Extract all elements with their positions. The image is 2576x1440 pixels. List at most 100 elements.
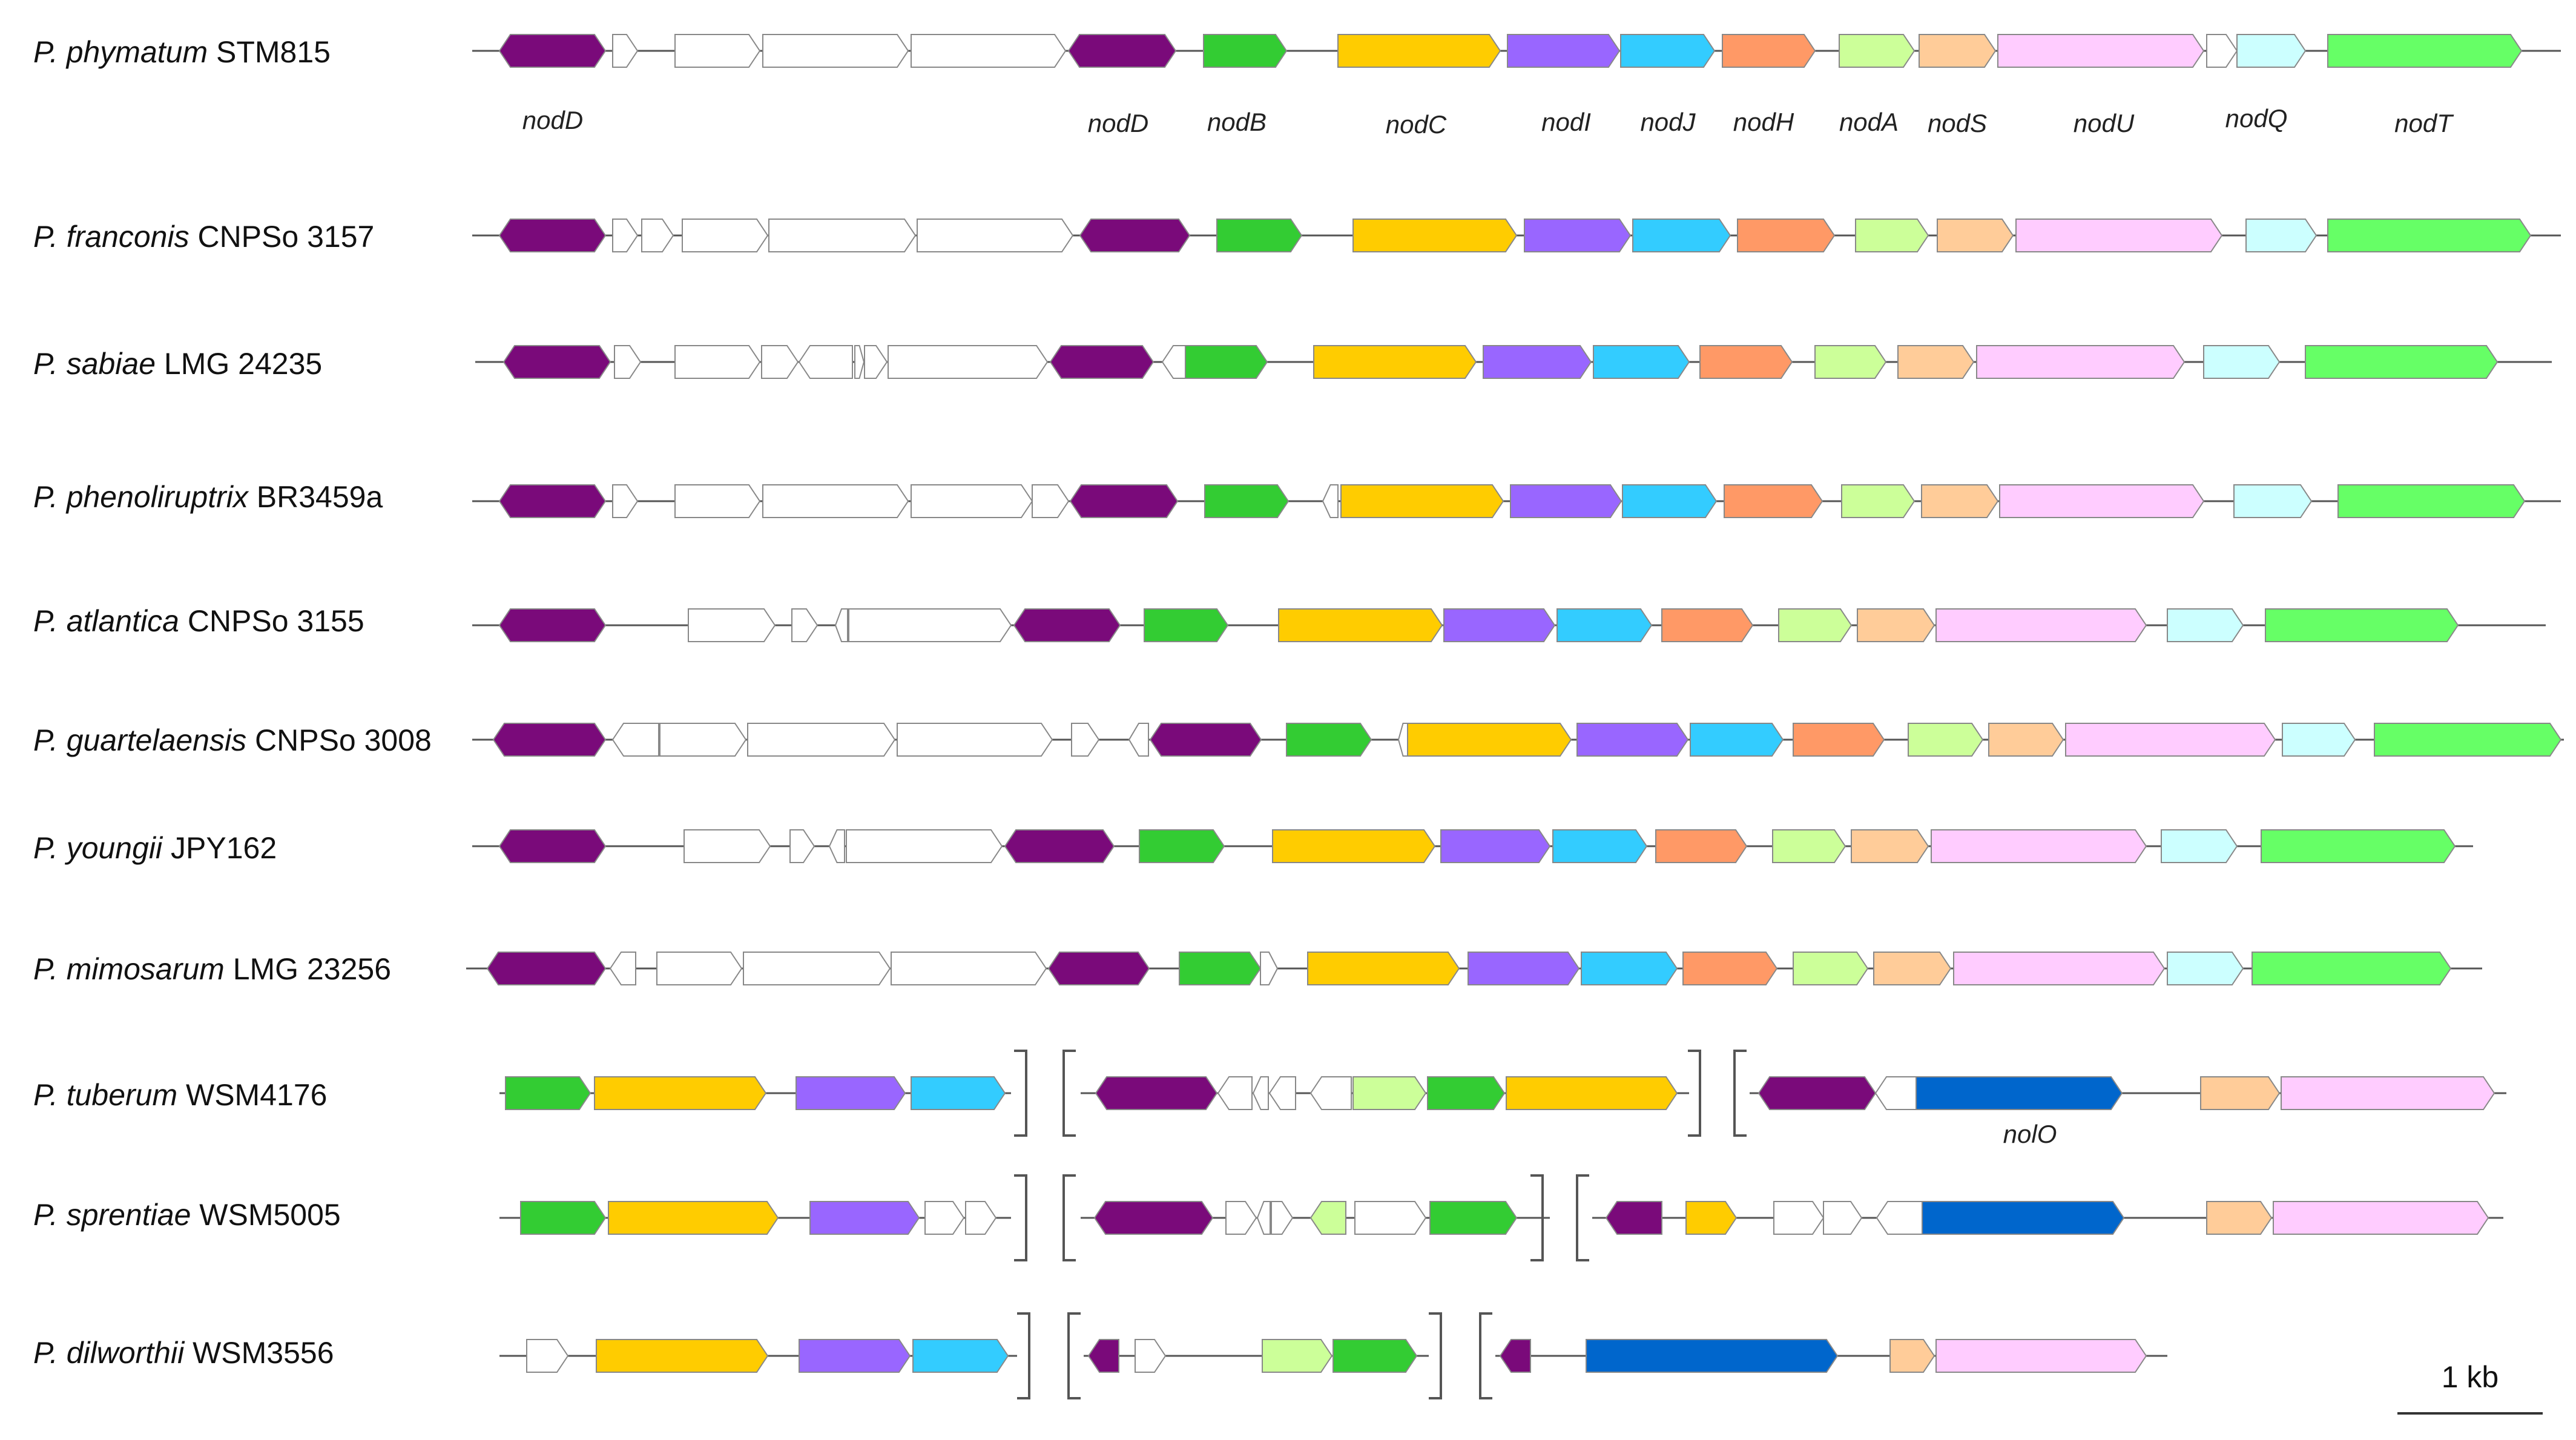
gene-arrow-nodT [2327, 219, 2532, 252]
gene-arrow-nodS [1857, 608, 1935, 642]
gene-arrow-other [1161, 345, 1186, 379]
gene-arrow-nodU [2273, 1201, 2489, 1235]
gene-label-nodI: nodI [1541, 108, 1591, 136]
species-label-youngii: P. youngii JPY162 [33, 831, 277, 865]
gene-arrow-nodD [498, 34, 607, 68]
gene-arrow-nodC [1506, 1076, 1678, 1110]
gene-arrow-nodI [1507, 34, 1621, 68]
gene-arrow-nodI [1576, 723, 1689, 757]
gene-arrow-other [789, 829, 815, 863]
gene-arrow-nodI [1510, 484, 1622, 518]
gene-arrow-nodS [1889, 1339, 1935, 1373]
gene-arrow-nodI [1443, 608, 1556, 642]
gene-arrow-nodA [1793, 952, 1869, 985]
gene-arrow-other [834, 608, 848, 642]
gene-arrow-other [1252, 1076, 1269, 1110]
gene-arrow-nodH [1682, 952, 1778, 985]
gene-arrow-nodQ [2167, 608, 2244, 642]
gene-arrow-other [1256, 1201, 1271, 1235]
bracket-close [1017, 1312, 1030, 1399]
gene-arrow-nodJ [1552, 829, 1648, 863]
gene-arrow-nodB [520, 1201, 607, 1235]
gene-arrow-nodQ [2167, 952, 2244, 985]
gene-arrow-nodH [1699, 345, 1793, 379]
gene-label-nodS: nodS [1928, 109, 1987, 137]
gene-arrow-nodQ [2236, 34, 2307, 68]
gene-arrow-nodA [1814, 345, 1887, 379]
gene-arrow-nodD [1047, 952, 1150, 985]
gene-arrow-nodS [1897, 345, 1975, 379]
gene-arrow-nodU [1935, 1339, 2147, 1373]
gene-arrow-nodD [1079, 219, 1191, 252]
gene-label-nodU: nodU [2074, 109, 2135, 137]
gene-arrow-nodD [1093, 1201, 1214, 1235]
gene-arrow-other [1322, 484, 1339, 518]
gene-label-nodA: nodA [1839, 108, 1899, 136]
gene-arrow-nodI [1468, 952, 1580, 985]
gene-arrow-nodB [1139, 829, 1225, 863]
gene-arrow-other [1225, 1201, 1257, 1235]
gene-arrow-other [891, 952, 1047, 985]
gene-arrow-nodS [1919, 34, 1997, 68]
gene-arrow-other [762, 34, 909, 68]
gene-arrow-nodT [2327, 34, 2523, 68]
gene-arrow-nodI [799, 1339, 911, 1373]
gene-arrow-nodJ [1620, 34, 1716, 68]
gene-arrow-nodI [1483, 345, 1592, 379]
gene-arrow-other [674, 34, 761, 68]
gene-arrow-nodI [1524, 219, 1632, 252]
gene-arrow-other [848, 608, 1012, 642]
gene-arrow-nodB [505, 1076, 591, 1110]
gene-arrow-other [641, 219, 674, 252]
gene-label-nodQ: nodQ [2225, 104, 2288, 133]
gene-arrow-nodD [1049, 345, 1155, 379]
gene-arrow-other [682, 219, 769, 252]
gene-arrow-nodD [1013, 608, 1121, 642]
gene-arrow-nolO [1586, 1339, 1839, 1373]
gene-arrow-nodC [1352, 219, 1518, 252]
gene-arrow-nodA [1839, 34, 1916, 68]
gene-arrow-nodD [498, 608, 607, 642]
gene-arrow-other [2206, 34, 2238, 68]
gene-arrow-other [1397, 723, 1408, 757]
gene-arrow-nodU [2015, 219, 2223, 252]
gene-arrow-nodA [1309, 1201, 1346, 1235]
gene-arrow-nodU [2065, 723, 2276, 757]
gene-arrow-other [659, 723, 747, 757]
gene-arrow-other [1773, 1201, 1825, 1235]
gene-arrow-other [656, 952, 743, 985]
gene-arrow-other [846, 829, 1003, 863]
species-label-atlantica: P. atlantica CNPSo 3155 [33, 604, 364, 638]
gene-arrow-other [526, 1339, 569, 1373]
bracket-open [1733, 1050, 1747, 1137]
gene-labels: nodD nodD nodB nodC nodI nodJ nodH nodA … [522, 104, 2454, 1148]
gene-arrow-nodT [2261, 829, 2456, 863]
bracket-close [1530, 1174, 1544, 1261]
gene-arrow-nodJ [1632, 219, 1731, 252]
gene-arrow-nodT [2265, 608, 2459, 642]
species-label-tuberum: P. tuberum WSM4176 [33, 1078, 327, 1112]
gene-arrow-nodJ [911, 1076, 1006, 1110]
gene-arrow-other [768, 219, 917, 252]
gene-arrow-nolO [1916, 1076, 2123, 1110]
gene-arrow-nodC [1307, 952, 1460, 985]
gene-arrow-nodD [498, 484, 607, 518]
gene-arrow-nodD [1004, 829, 1115, 863]
gene-arrow-other [854, 345, 865, 379]
gene-label-nodH: nodH [1733, 108, 1794, 136]
gene-arrow-nodD [492, 723, 607, 757]
gene-arrow-other [762, 484, 909, 518]
gene-arrow-other [1260, 952, 1279, 985]
gene-arrow-nodT [2337, 484, 2526, 518]
gene-arrow-other [911, 34, 1067, 68]
gene-arrow-nodA [1841, 484, 1916, 518]
gene-arrow-nodT [2374, 723, 2562, 757]
gene-arrow-other [1823, 1201, 1863, 1235]
gene-arrow-nodD [1499, 1339, 1531, 1373]
species-label-dilworthii: P. dilworthii WSM3556 [33, 1336, 334, 1370]
gene-arrow-nodQ [2161, 829, 2238, 863]
gene-arrow-nodD [1605, 1201, 1662, 1235]
bracket-open [1067, 1312, 1081, 1399]
gene-arrow-nodD [1069, 484, 1179, 518]
gene-arrow-nodC [1313, 345, 1477, 379]
